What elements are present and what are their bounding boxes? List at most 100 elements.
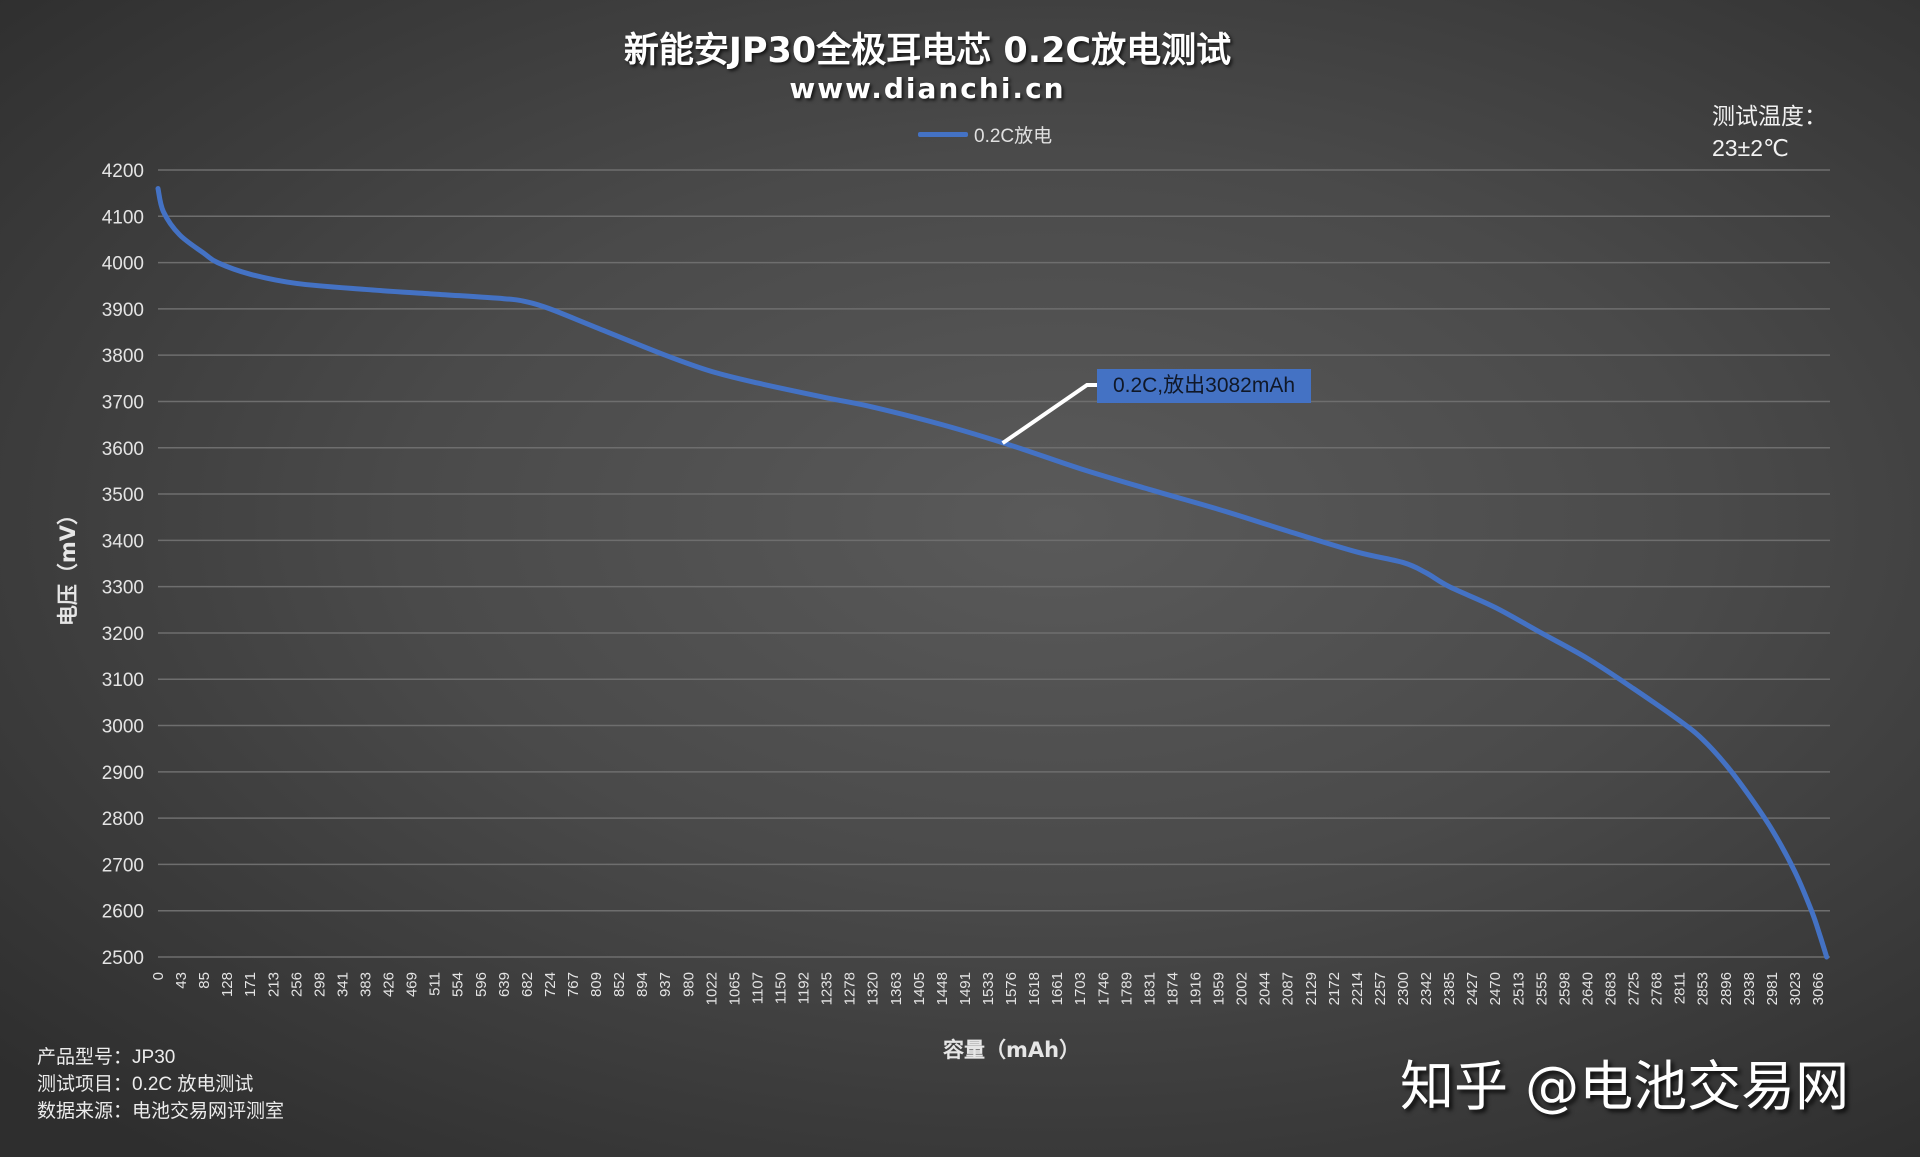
y-tick-label: 3200 <box>102 624 144 645</box>
y-tick-label: 2900 <box>102 763 144 784</box>
legend: 0.2C放电 <box>918 121 1052 148</box>
x-tick-label: 2768 <box>1649 972 1666 1005</box>
x-tick-label: 128 <box>219 972 236 997</box>
x-tick-label: 937 <box>657 972 674 997</box>
y-tick-label: 4000 <box>102 254 144 275</box>
x-tick-label: 1107 <box>749 972 766 1004</box>
y-tick-label: 3700 <box>102 392 144 413</box>
x-tick-label: 2470 <box>1487 972 1504 1005</box>
x-tick-label: 2853 <box>1695 972 1712 1005</box>
x-tick-label: 1448 <box>934 972 951 1005</box>
temperature-value: 23±2℃ <box>1712 135 1789 161</box>
y-tick-label: 4100 <box>102 207 144 228</box>
x-tick-label: 213 <box>265 972 282 997</box>
chart-subtitle-website: www.dianchi.cn <box>789 72 1066 105</box>
x-tick-label: 852 <box>611 972 628 997</box>
x-tick-label: 2214 <box>1349 972 1366 1005</box>
x-tick-label: 980 <box>680 972 697 997</box>
x-tick-label: 426 <box>381 972 398 997</box>
x-tick-label: 1065 <box>726 972 743 1005</box>
x-tick-label: 1831 <box>1141 972 1158 1005</box>
footnotes: 产品型号：JP30 测试项目：0.2C 放电测试 数据来源：电池交易网评测室 <box>37 1044 284 1125</box>
y-tick-label: 3400 <box>102 531 144 552</box>
x-tick-label: 1022 <box>703 972 720 1005</box>
y-axis-title: 电压（mV） <box>56 503 80 627</box>
footnote-model: 产品型号：JP30 <box>37 1047 176 1068</box>
x-tick-label: 894 <box>634 972 651 997</box>
x-tick-label: 1192 <box>796 972 813 1004</box>
x-tick-label: 1746 <box>1095 972 1112 1005</box>
x-tick-label: 1703 <box>1072 972 1089 1005</box>
x-tick-label: 1916 <box>1188 972 1205 1005</box>
x-tick-label: 1533 <box>980 972 997 1005</box>
x-tick-label: 0 <box>150 972 167 980</box>
x-tick-label: 85 <box>196 972 213 989</box>
x-tick-label: 1661 <box>1049 972 1066 1005</box>
x-tick-label: 2598 <box>1556 972 1573 1005</box>
x-tick-label: 1278 <box>842 972 859 1005</box>
y-tick-label: 3000 <box>102 717 144 738</box>
y-tick-label: 2500 <box>102 948 144 969</box>
y-tick-label: 2800 <box>102 809 144 830</box>
y-axis-ticks: 4200 4100 4000 3900 3800 3700 3600 3500 3400 3300… <box>102 161 144 969</box>
test-temperature: 测试温度： 23±2℃ <box>1712 100 1827 164</box>
zhihu-watermark: 知乎 @电池交易网 <box>1400 1055 1850 1118</box>
x-tick-label: 2129 <box>1303 972 1320 1005</box>
x-tick-label: 2087 <box>1280 972 1297 1005</box>
y-tick-label: 4200 <box>102 161 144 182</box>
annotation-leader-line <box>1001 383 1097 445</box>
temperature-label: 测试温度： <box>1712 103 1827 129</box>
x-tick-label: 2300 <box>1395 972 1412 1005</box>
x-tick-label: 767 <box>565 972 582 997</box>
capacity-annotation-callout: 0.2C,放出3082mAh <box>1097 369 1311 403</box>
footnote-test-item: 测试项目：0.2C 放电测试 <box>37 1074 254 1095</box>
chart-title: 新能安JP30全极耳电芯 0.2C放电测试 <box>623 31 1232 71</box>
x-tick-label: 1405 <box>911 972 928 1005</box>
x-tick-label: 2896 <box>1718 972 1735 1005</box>
x-tick-label: 2811 <box>1672 972 1689 1004</box>
legend-label: 0.2C放电 <box>974 126 1053 147</box>
x-tick-label: 511 <box>427 972 444 996</box>
x-tick-label: 596 <box>473 972 490 997</box>
y-tick-label: 3300 <box>102 578 144 599</box>
x-axis-title: 容量（mAh） <box>943 1038 1081 1062</box>
y-tick-label: 3800 <box>102 346 144 367</box>
x-tick-label: 2683 <box>1603 972 1620 1005</box>
y-tick-label: 3100 <box>102 670 144 691</box>
x-tick-label: 1150 <box>773 972 790 1004</box>
x-tick-label: 2513 <box>1510 972 1527 1005</box>
legend-line-swatch-icon <box>918 132 968 137</box>
x-tick-label: 2257 <box>1372 972 1389 1005</box>
x-tick-label: 1576 <box>1003 972 1020 1005</box>
x-tick-label: 2640 <box>1579 972 1596 1005</box>
footnote-source: 数据来源：电池交易网评测室 <box>37 1101 285 1122</box>
y-tick-label: 2700 <box>102 855 144 876</box>
x-tick-label: 2938 <box>1741 972 1758 1005</box>
x-tick-label: 171 <box>242 972 259 997</box>
x-tick-label: 1320 <box>865 972 882 1005</box>
x-tick-label: 298 <box>311 972 328 997</box>
x-tick-label: 2725 <box>1626 972 1643 1005</box>
x-tick-label: 1235 <box>819 972 836 1005</box>
x-tick-label: 1789 <box>1118 972 1135 1005</box>
y-tick-label: 3900 <box>102 300 144 321</box>
x-tick-label: 809 <box>588 972 605 997</box>
x-tick-label: 469 <box>404 972 421 997</box>
y-tick-label: 3600 <box>102 439 144 460</box>
x-tick-label: 554 <box>450 972 467 997</box>
x-tick-label: 2342 <box>1418 972 1435 1005</box>
y-tick-label: 2600 <box>102 902 144 923</box>
x-tick-label: 341 <box>334 972 351 997</box>
x-tick-label: 256 <box>288 972 305 997</box>
x-tick-label: 682 <box>519 972 536 997</box>
x-tick-label: 1491 <box>957 972 974 1005</box>
x-tick-label: 639 <box>496 972 513 997</box>
y-tick-label: 3500 <box>102 485 144 506</box>
x-axis-ticks: 0 43 85 128 171 213 256 298 341 383 426 469 511 554 59… <box>150 972 1827 1005</box>
x-tick-label: 1874 <box>1164 972 1181 1005</box>
x-tick-label: 2555 <box>1533 972 1550 1005</box>
x-tick-label: 1363 <box>888 972 905 1005</box>
x-tick-label: 383 <box>358 972 375 997</box>
x-tick-label: 2002 <box>1234 972 1251 1005</box>
